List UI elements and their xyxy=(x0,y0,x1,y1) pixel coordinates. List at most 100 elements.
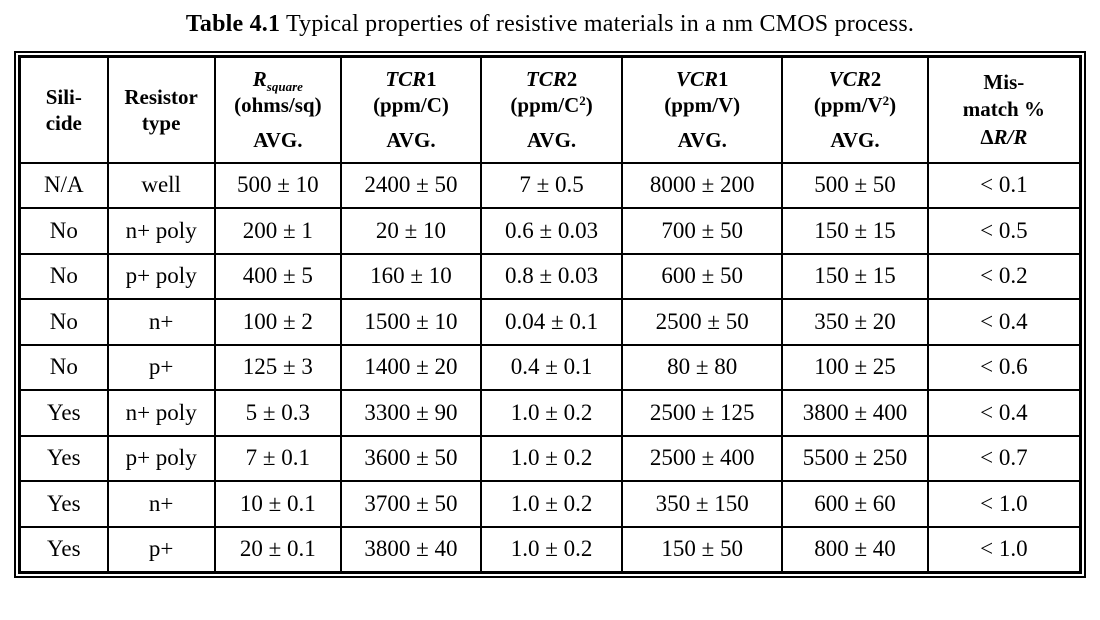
header-symbol: VCR xyxy=(828,66,871,91)
cell: Yes xyxy=(18,389,109,437)
table-row: Yes n+ poly 5 ± 0.3 3300 ± 90 1.0 ± 0.2 2500 … xyxy=(18,389,1082,437)
cell: 1400 ± 20 xyxy=(339,343,483,391)
cell: 2400 ± 50 xyxy=(339,161,483,209)
header-symbol-line: VCR2 xyxy=(785,66,924,92)
table-row: No p+ poly 400 ± 5 160 ± 10 0.8 ± 0.03 600 ± … xyxy=(18,252,1082,300)
header-line: type xyxy=(141,110,181,135)
cell: < 0.2 xyxy=(926,252,1082,300)
delta-symbol: Δ xyxy=(980,124,994,149)
cell: 100 ± 25 xyxy=(781,343,929,391)
cell: 500 ± 10 xyxy=(213,161,342,209)
cell: 20 ± 10 xyxy=(339,207,483,255)
header-symbol-line: Rsquare xyxy=(218,66,338,93)
column-header-silicide: Sili- cide xyxy=(18,55,109,164)
cell: well xyxy=(106,161,216,209)
table-row: N/A well 500 ± 10 2400 ± 50 7 ± 0.5 8000 ± 20… xyxy=(18,161,1082,209)
cell: 1.0 ± 0.2 xyxy=(480,389,624,437)
cell: n+ xyxy=(106,480,216,528)
header-avg-label: AVG. xyxy=(677,128,727,153)
cell: 150 ± 50 xyxy=(621,525,784,573)
cell: 600 ± 50 xyxy=(621,252,784,300)
header-symbol: TCR xyxy=(525,66,567,91)
cell: No xyxy=(18,298,109,346)
header-symbol-line: TCR2 xyxy=(484,66,619,92)
cell: 160 ± 10 xyxy=(339,252,483,300)
column-header-tcr1: TCR1 (ppm/C) AVG. xyxy=(339,55,483,164)
cell: 500 ± 50 xyxy=(781,161,929,209)
cell: 1500 ± 10 xyxy=(339,298,483,346)
cell: 200 ± 1 xyxy=(213,207,342,255)
header-unit: (ppm/V2) xyxy=(813,93,897,118)
cell: 0.04 ± 0.1 xyxy=(480,298,624,346)
cell: 80 ± 80 xyxy=(621,343,784,391)
cell: 150 ± 15 xyxy=(781,252,929,300)
header-line: cide xyxy=(45,110,82,135)
header-line: Sili- xyxy=(45,84,82,109)
header-line: Resistor xyxy=(124,84,198,109)
cell: < 0.6 xyxy=(926,343,1082,391)
cell: < 0.4 xyxy=(926,298,1082,346)
cell: 125 ± 3 xyxy=(213,343,342,391)
table-row: Yes p+ 20 ± 0.1 3800 ± 40 1.0 ± 0.2 150 ± 50 8… xyxy=(18,525,1082,573)
header-unit: (ppm/C2) xyxy=(510,93,593,118)
cell: 100 ± 2 xyxy=(213,298,342,346)
header-line: Mis- xyxy=(983,70,1025,95)
cell: 8000 ± 200 xyxy=(621,161,784,209)
cell: 3300 ± 90 xyxy=(339,389,483,437)
header-row: Sili- cide Resistor type Rsquare (ohms/s… xyxy=(18,55,1082,164)
cell: 5500 ± 250 xyxy=(781,434,929,482)
cell: 3600 ± 50 xyxy=(339,434,483,482)
cell: p+ xyxy=(106,343,216,391)
table-row: Yes n+ 10 ± 0.1 3700 ± 50 1.0 ± 0.2 350 ± 150… xyxy=(18,480,1082,528)
cell: < 0.7 xyxy=(926,434,1082,482)
cell: 0.8 ± 0.03 xyxy=(480,252,624,300)
header-avg-label: AVG. xyxy=(830,128,880,153)
cell: p+ poly xyxy=(106,252,216,300)
cell: No xyxy=(18,207,109,255)
cell: 3800 ± 40 xyxy=(339,525,483,573)
table-row: No n+ poly 200 ± 1 20 ± 10 0.6 ± 0.03 700 ± 5… xyxy=(18,207,1082,255)
cell: 350 ± 20 xyxy=(781,298,929,346)
table-caption-number: Table 4.1 xyxy=(185,11,281,37)
cell: 150 ± 15 xyxy=(781,207,929,255)
header-symbol: R xyxy=(252,66,267,91)
properties-table-frame: Sili- cide Resistor type Rsquare (ohms/s… xyxy=(14,51,1086,578)
cell: n+ poly xyxy=(106,389,216,437)
header-ratio: ΔR/R xyxy=(980,124,1028,149)
cell: Yes xyxy=(18,434,109,482)
cell: < 0.4 xyxy=(926,389,1082,437)
header-unit: (ohms/sq) xyxy=(234,93,322,118)
cell: 2500 ± 50 xyxy=(621,298,784,346)
cell: < 1.0 xyxy=(926,480,1082,528)
cell: No xyxy=(18,252,109,300)
cell: < 1.0 xyxy=(926,525,1082,573)
header-line: match % xyxy=(962,96,1045,121)
cell: 400 ± 5 xyxy=(213,252,342,300)
header-symbol-number: 2 xyxy=(870,66,882,91)
cell: 800 ± 40 xyxy=(781,525,929,573)
column-header-rsquare: Rsquare (ohms/sq) AVG. xyxy=(213,55,342,164)
table-row: No p+ 125 ± 3 1400 ± 20 0.4 ± 0.1 80 ± 80 100 … xyxy=(18,343,1082,391)
table-row: No n+ 100 ± 2 1500 ± 10 0.04 ± 0.1 2500 ± 50 3… xyxy=(18,298,1082,346)
column-header-vcr2: VCR2 (ppm/V2) AVG. xyxy=(781,55,929,164)
cell: 1.0 ± 0.2 xyxy=(480,525,624,573)
table-caption-text: Typical properties of resistive material… xyxy=(280,11,915,37)
cell: 2500 ± 125 xyxy=(621,389,784,437)
header-symbol-line: VCR1 xyxy=(625,66,779,92)
properties-table: Sili- cide Resistor type Rsquare (ohms/s… xyxy=(18,55,1082,574)
cell: 2500 ± 400 xyxy=(621,434,784,482)
cell: n+ poly xyxy=(106,207,216,255)
header-symbol-number: 1 xyxy=(426,66,437,91)
column-header-vcr1: VCR1 (ppm/V) AVG. xyxy=(621,55,784,164)
header-unit: (ppm/C) xyxy=(373,93,449,118)
cell: 10 ± 0.1 xyxy=(213,480,342,528)
column-header-tcr2: TCR2 (ppm/C2) AVG. xyxy=(480,55,624,164)
cell: 3700 ± 50 xyxy=(339,480,483,528)
cell: p+ xyxy=(106,525,216,573)
cell: 0.4 ± 0.1 xyxy=(480,343,624,391)
cell: p+ poly xyxy=(106,434,216,482)
cell: 600 ± 60 xyxy=(781,480,929,528)
cell: 3800 ± 400 xyxy=(781,389,929,437)
header-symbol: TCR xyxy=(385,66,427,91)
